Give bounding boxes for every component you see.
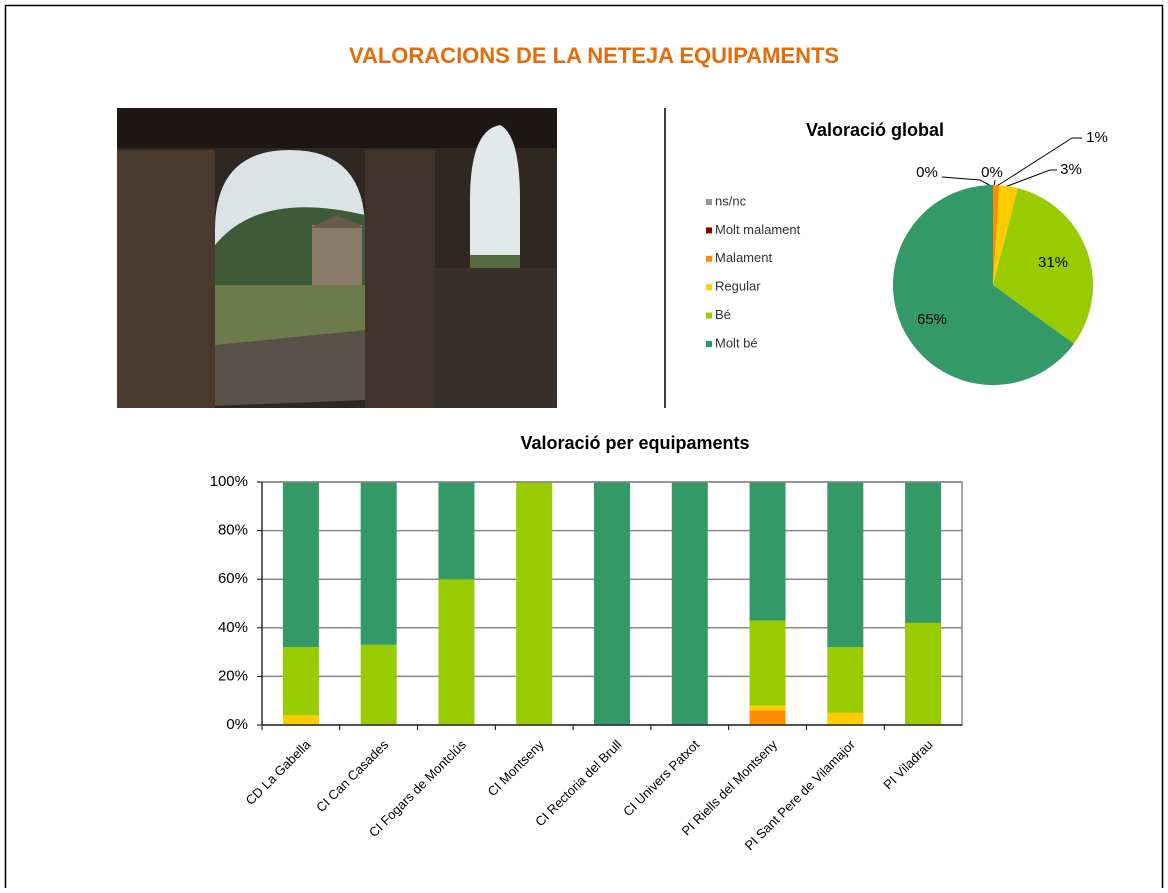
bar-segment [750,710,786,725]
bar-segment [516,482,552,725]
bar-chart-title: Valoració per equipaments [520,433,749,453]
legend-swatch [706,199,712,205]
photo [117,108,557,408]
y-tick-label: 60% [218,570,248,587]
bar-segment [750,482,786,621]
pie-label: 1% [1086,129,1108,146]
legend-label: Malament [715,250,772,265]
legend-swatch [706,256,712,262]
bar-segment [672,482,708,725]
pie-label: 3% [1060,161,1082,178]
page-title: VALORACIONS DE LA NETEJA EQUIPAMENTS [349,43,839,68]
legend-label: Molt malament [715,222,801,237]
bar-segment [750,706,786,711]
legend-label: ns/nc [715,193,747,208]
bar-segment [283,715,319,725]
legend-label: Molt bé [715,335,758,350]
bar-segment [905,623,941,725]
y-tick-label: 0% [226,716,248,733]
pie-label: 65% [917,311,947,328]
pie-label: 31% [1038,254,1068,271]
y-tick-label: 20% [218,667,248,684]
pie-title: Valoració global [806,120,944,140]
page: VALORACIONS DE LA NETEJA EQUIPAMENTS Val… [0,0,1168,888]
bar-segment [827,713,863,725]
legend-label: Regular [715,279,761,294]
bar-segment [827,647,863,713]
legend-swatch [706,227,712,233]
legend-swatch [706,341,712,347]
bar-segment [361,645,397,725]
legend-swatch [706,284,712,290]
bar-segment [283,482,319,647]
pie-label: 0% [981,164,1003,181]
legend-label: Bé [715,307,731,322]
bar-segment [750,621,786,706]
bar-segment [361,482,397,645]
y-tick-label: 100% [210,473,248,490]
legend-swatch [706,313,712,319]
bar-segment [594,482,630,725]
y-tick-label: 80% [218,522,248,539]
bar-segment [905,482,941,623]
y-tick-label: 40% [218,619,248,636]
bar-segment [438,482,474,579]
bar-segment [283,647,319,715]
bar-segment [827,482,863,647]
bar-segment [438,579,474,725]
pie-label: 0% [916,164,938,181]
